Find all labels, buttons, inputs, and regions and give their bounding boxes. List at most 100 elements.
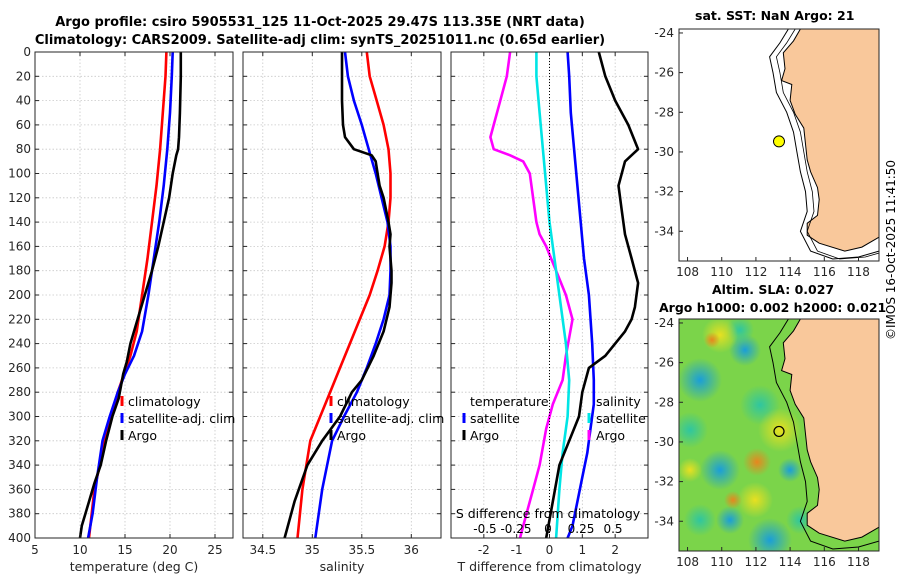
map-y-tick-label: -34	[654, 224, 674, 238]
map-x-tick-label: 118	[847, 265, 870, 279]
x-tick-label: 36	[404, 543, 419, 557]
temperature-panel: 5 10 15 20 25 0 20 40 60 80 100 120 140 160 180 200 220 2…	[8, 45, 235, 574]
y-tick-label: 220	[8, 312, 31, 326]
y-tick-label: 280	[8, 385, 31, 399]
differences-panel: -2 -1 0 1 2 T difference from climatology temp…	[450, 51, 649, 574]
map-x-tick-label: 108	[676, 265, 699, 279]
argo-marker	[773, 425, 785, 438]
sla-anomaly	[684, 504, 716, 536]
sla-anomaly	[700, 450, 740, 490]
title-line-1: Argo profile: csiro 5905531_125 11-Oct-2…	[55, 15, 585, 30]
legend-label: satellite	[470, 411, 520, 426]
map-y-tick-label: -32	[654, 185, 674, 199]
x-tick-label: 34.5	[249, 543, 276, 557]
s-diff-tick-label: 0.5	[603, 522, 622, 536]
s-diff-tick-label: -0.5	[473, 522, 496, 536]
legend-label: Argo	[596, 428, 625, 443]
sla-anomaly	[704, 332, 720, 348]
map-y-tick-label: -32	[654, 475, 674, 489]
series-s-diff-satellite	[566, 51, 596, 539]
sla-anomaly	[778, 458, 802, 482]
y-tick-label: 20	[16, 69, 31, 83]
bathymetry-contour	[775, 29, 879, 260]
series-satellite-adj-clim	[86, 51, 174, 539]
legend-label: salinity	[596, 394, 641, 409]
sla-anomaly	[679, 358, 722, 402]
bathymetry-contour	[769, 29, 879, 260]
legend-label: satellite	[596, 411, 646, 426]
x-axis-label: salinity	[320, 559, 365, 574]
y-tick-label: 240	[8, 337, 31, 351]
legend-label: Argo	[337, 428, 366, 443]
map-x-tick-label: 110	[710, 265, 733, 279]
map-x-tick-label: 114	[779, 265, 802, 279]
x-axis-label: temperature (deg C)	[70, 559, 199, 574]
map-y-tick-label: -28	[654, 395, 674, 409]
y-tick-label: 180	[8, 264, 31, 278]
x-tick-label: 0	[546, 543, 554, 557]
map-x-tick-label: 112	[744, 265, 767, 279]
series-t-diff-satellite	[535, 52, 571, 539]
map-x-tick-label: 118	[847, 555, 870, 569]
y-tick-label: 200	[8, 288, 31, 302]
x-tick-label: -1	[511, 543, 523, 557]
sla-map-title-2: Argo h1000: 0.002 h2000: 0.021	[659, 300, 887, 315]
y-tick-label: 100	[8, 167, 31, 181]
map-y-tick-label: -24	[654, 26, 674, 40]
bathymetry-contour	[769, 319, 879, 550]
argo-marker	[773, 135, 785, 148]
series-t-diff-argo	[489, 51, 574, 539]
x-tick-label: 20	[162, 543, 177, 557]
sla-anomaly	[679, 458, 702, 482]
sla-anomaly	[724, 491, 742, 509]
map-x-tick-label: 114	[779, 555, 802, 569]
sla-map-title-1: Altim. SLA: 0.027	[712, 282, 835, 297]
y-tick-label: 400	[8, 531, 31, 545]
sst-map-title: sat. SST: NaN Argo: 21	[695, 8, 855, 23]
y-tick-label: 260	[8, 361, 31, 375]
y-tick-label: 120	[8, 191, 31, 205]
legend-label: satellite-adj. clim	[337, 411, 444, 426]
x-axis-label: T difference from climatology	[456, 559, 642, 574]
legend-label: satellite-adj. clim	[128, 411, 235, 426]
legend-label: Argo	[470, 428, 499, 443]
y-tick-label: 300	[8, 410, 31, 424]
y-tick-label: 80	[16, 142, 31, 156]
title-line-2: Climatology: CARS2009. Satellite-adj cli…	[34, 33, 606, 48]
series-argo	[78, 52, 183, 539]
y-tick-label: 380	[8, 507, 31, 521]
chart-layer: 5 10 15 20 250204060801001201401601802002202…	[8, 26, 880, 574]
x-tick-label: 25	[207, 543, 222, 557]
legend-label: temperature	[470, 394, 549, 409]
y-tick-label: 140	[8, 215, 31, 229]
map-x-tick-label: 110	[710, 555, 733, 569]
y-tick-label: 320	[8, 434, 31, 448]
y-tick-label: 340	[8, 458, 31, 472]
legend-label: climatology	[337, 394, 410, 409]
s-diff-tick-label: 0	[544, 522, 552, 536]
salinity-panel: 34.5 35 35.5 36 salinity climatology satellite…	[242, 51, 444, 574]
x-tick-label: 35.5	[348, 543, 375, 557]
sla-anomaly	[743, 448, 771, 476]
x-tick-label: 2	[611, 543, 619, 557]
x-tick-label: 1	[579, 543, 587, 557]
sla-anomaly	[716, 506, 744, 534]
map-y-tick-label: -26	[654, 356, 674, 370]
map-x-tick-label: 112	[744, 555, 767, 569]
map-y-tick-label: -30	[654, 145, 674, 159]
map-x-tick-label: 108	[676, 555, 699, 569]
map-y-tick-label: -28	[654, 105, 674, 119]
legend-label: climatology	[128, 394, 201, 409]
map-x-tick-label: 116	[813, 555, 836, 569]
x-tick-label: 10	[72, 543, 87, 557]
sla-map: 108 110 112 114 116 118 -24 -26 -28 -30 -32 -34	[654, 316, 880, 569]
map-y-tick-label: -26	[654, 66, 674, 80]
sla-anomaly	[748, 518, 792, 551]
map-y-tick-label: -24	[654, 316, 674, 330]
sla-anomaly	[679, 412, 708, 448]
sla-anomaly	[737, 482, 773, 518]
series-s-diff-argo	[544, 51, 640, 539]
s-diff-axis-label: S difference from climatology	[456, 506, 641, 521]
x-tick-label: 35	[305, 543, 320, 557]
